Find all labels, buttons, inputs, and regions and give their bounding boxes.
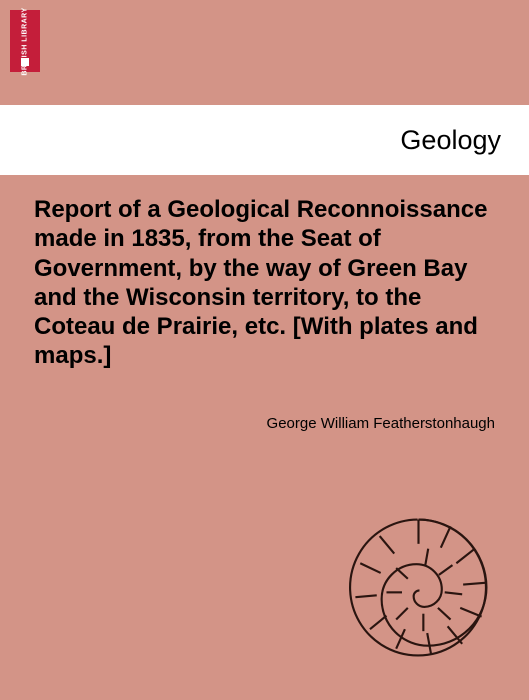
category-label: Geology: [400, 125, 501, 156]
author-block: George William Featherstonhaugh: [267, 415, 495, 432]
ammonite-icon: [336, 505, 501, 670]
title-block: Report of a Geological Reconnoissance ma…: [34, 195, 495, 371]
author-name: George William Featherstonhaugh: [267, 415, 495, 432]
book-title: Report of a Geological Reconnoissance ma…: [34, 195, 495, 371]
logo-square: [21, 58, 29, 66]
british-library-logo: BRITISH LIBRARY: [10, 10, 40, 72]
category-band: Geology: [0, 105, 529, 175]
book-cover: BRITISH LIBRARY Geology Report of a Geol…: [0, 0, 529, 700]
